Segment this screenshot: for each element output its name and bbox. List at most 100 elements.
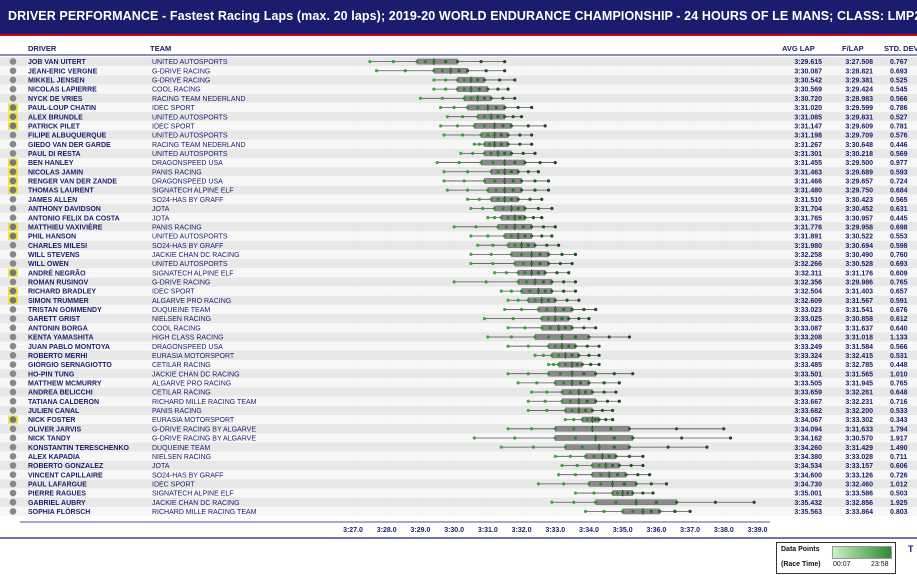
- std-dev-value: 0.566: [890, 344, 908, 351]
- iqr-box: [416, 58, 458, 65]
- team-name: EURASIA MOTORSPORT: [152, 353, 235, 360]
- driver-rating-dot: [9, 251, 17, 258]
- x-axis-tick-label: 3:32.0: [512, 527, 532, 534]
- team-name: NIELSEN RACING: [152, 316, 211, 323]
- lap-data-point: [492, 216, 497, 220]
- lap-data-point: [469, 234, 473, 238]
- lap-data-point: [533, 179, 537, 183]
- lap-data-point: [599, 473, 603, 477]
- driver-name: ROMAN RUSINOV: [28, 280, 89, 287]
- iqr-box: [565, 444, 630, 450]
- std-dev-value: 0.598: [890, 243, 908, 250]
- lap-data-point: [570, 381, 574, 385]
- lap-data-point: [415, 59, 419, 64]
- lap-data-point: [562, 280, 566, 284]
- lap-data-point: [444, 87, 448, 91]
- iqr-box: [457, 86, 489, 92]
- lap-data-point: [440, 96, 444, 100]
- iqr-box: [474, 123, 512, 129]
- fastest-lap-value: 3:29.986: [845, 280, 873, 287]
- header-fastest-lap: F/LAP: [842, 44, 864, 53]
- lap-data-point: [538, 261, 542, 266]
- std-dev-value: 0.640: [890, 325, 908, 332]
- driver-rating-dot: [9, 324, 17, 332]
- avg-lap-value: 3:33.025: [794, 316, 822, 323]
- lap-data-point: [555, 271, 559, 275]
- lap-data-point: [374, 69, 379, 73]
- lap-data-point: [597, 362, 601, 367]
- lap-data-point: [622, 482, 626, 486]
- lap-data-point: [580, 445, 584, 449]
- lap-data-point: [594, 500, 598, 504]
- lap-data-point: [452, 280, 456, 284]
- std-dev-value: 1.010: [890, 371, 908, 378]
- lap-data-point: [503, 151, 507, 155]
- fastest-lap-value: 3:30.490: [845, 252, 873, 259]
- driver-rating-dot: [9, 260, 17, 267]
- lap-data-point: [501, 206, 505, 211]
- lap-data-point: [546, 362, 551, 367]
- fastest-lap-value: 3:33.157: [845, 463, 873, 470]
- lap-data-point: [616, 473, 620, 477]
- lap-data-point: [553, 160, 557, 165]
- team-name: HIGH CLASS RACING: [152, 335, 224, 342]
- std-dev-value: 0.448: [890, 362, 908, 369]
- lap-data-point: [479, 133, 483, 137]
- lap-data-point: [513, 436, 517, 440]
- team-name: G-DRIVE RACING: [152, 78, 210, 85]
- lap-data-point: [649, 509, 653, 514]
- lap-data-point: [583, 454, 588, 458]
- lap-data-point: [530, 261, 534, 266]
- avg-lap-value: 3:31.301: [794, 151, 822, 158]
- lap-data-point: [541, 280, 546, 284]
- lap-data-point: [499, 445, 503, 449]
- lap-data-point: [577, 353, 581, 357]
- fastest-lap-value: 3:30.694: [845, 243, 873, 250]
- driver-name: ANDRÉ NEGRÃO: [28, 268, 86, 277]
- team-name: G-DRIVE RACING: [152, 280, 210, 287]
- lap-data-point: [469, 206, 473, 211]
- lap-data-point: [489, 197, 493, 201]
- fastest-lap-value: 3:33.028: [845, 454, 873, 461]
- lap-data-point: [530, 271, 534, 275]
- avg-lap-value: 3:34.067: [794, 417, 822, 424]
- lap-data-point: [504, 225, 508, 229]
- lap-data-point: [503, 69, 507, 73]
- lap-data-point: [575, 362, 579, 367]
- table-row-bg: [0, 424, 917, 434]
- lap-data-point: [573, 344, 578, 348]
- driver-rating-dot: [9, 333, 17, 341]
- lap-data-point: [572, 418, 576, 422]
- lap-data-point: [513, 96, 517, 100]
- lap-data-point: [499, 133, 503, 137]
- lap-data-point: [511, 317, 515, 321]
- driver-name: ALEX BRUNDLE: [28, 114, 83, 121]
- lap-data-point: [680, 436, 684, 440]
- fastest-lap-value: 3:33.586: [845, 491, 873, 498]
- x-axis-tick-label: 3:36.0: [646, 527, 666, 534]
- lap-data-point: [590, 390, 594, 394]
- driver-rating-dot: [9, 296, 17, 304]
- lap-data-point: [580, 418, 584, 422]
- fastest-lap-value: 3:31.403: [845, 289, 873, 296]
- lap-data-point: [545, 408, 549, 413]
- lap-data-point: [432, 78, 436, 82]
- lap-data-point: [565, 298, 569, 302]
- lap-data-point: [482, 78, 487, 82]
- driver-rating-dot: [9, 104, 17, 111]
- iqr-box: [480, 159, 526, 166]
- lap-data-point: [570, 362, 574, 367]
- team-name: RICHARD MILLE RACING TEAM: [152, 399, 257, 406]
- lap-data-point: [543, 124, 547, 128]
- lap-data-point: [482, 96, 487, 100]
- lap-data-point: [612, 436, 616, 440]
- avg-lap-value: 3:34.730: [794, 481, 822, 488]
- lap-data-point: [573, 335, 578, 339]
- lap-data-point: [627, 454, 632, 458]
- driver-name: JEAN-ERIC VERGNE: [28, 68, 98, 75]
- lap-data-point: [526, 344, 530, 348]
- std-dev-value: 0.648: [890, 390, 908, 397]
- lap-data-point: [501, 124, 505, 128]
- lap-data-point: [654, 500, 658, 504]
- team-name: IDEC SPORT: [152, 481, 195, 488]
